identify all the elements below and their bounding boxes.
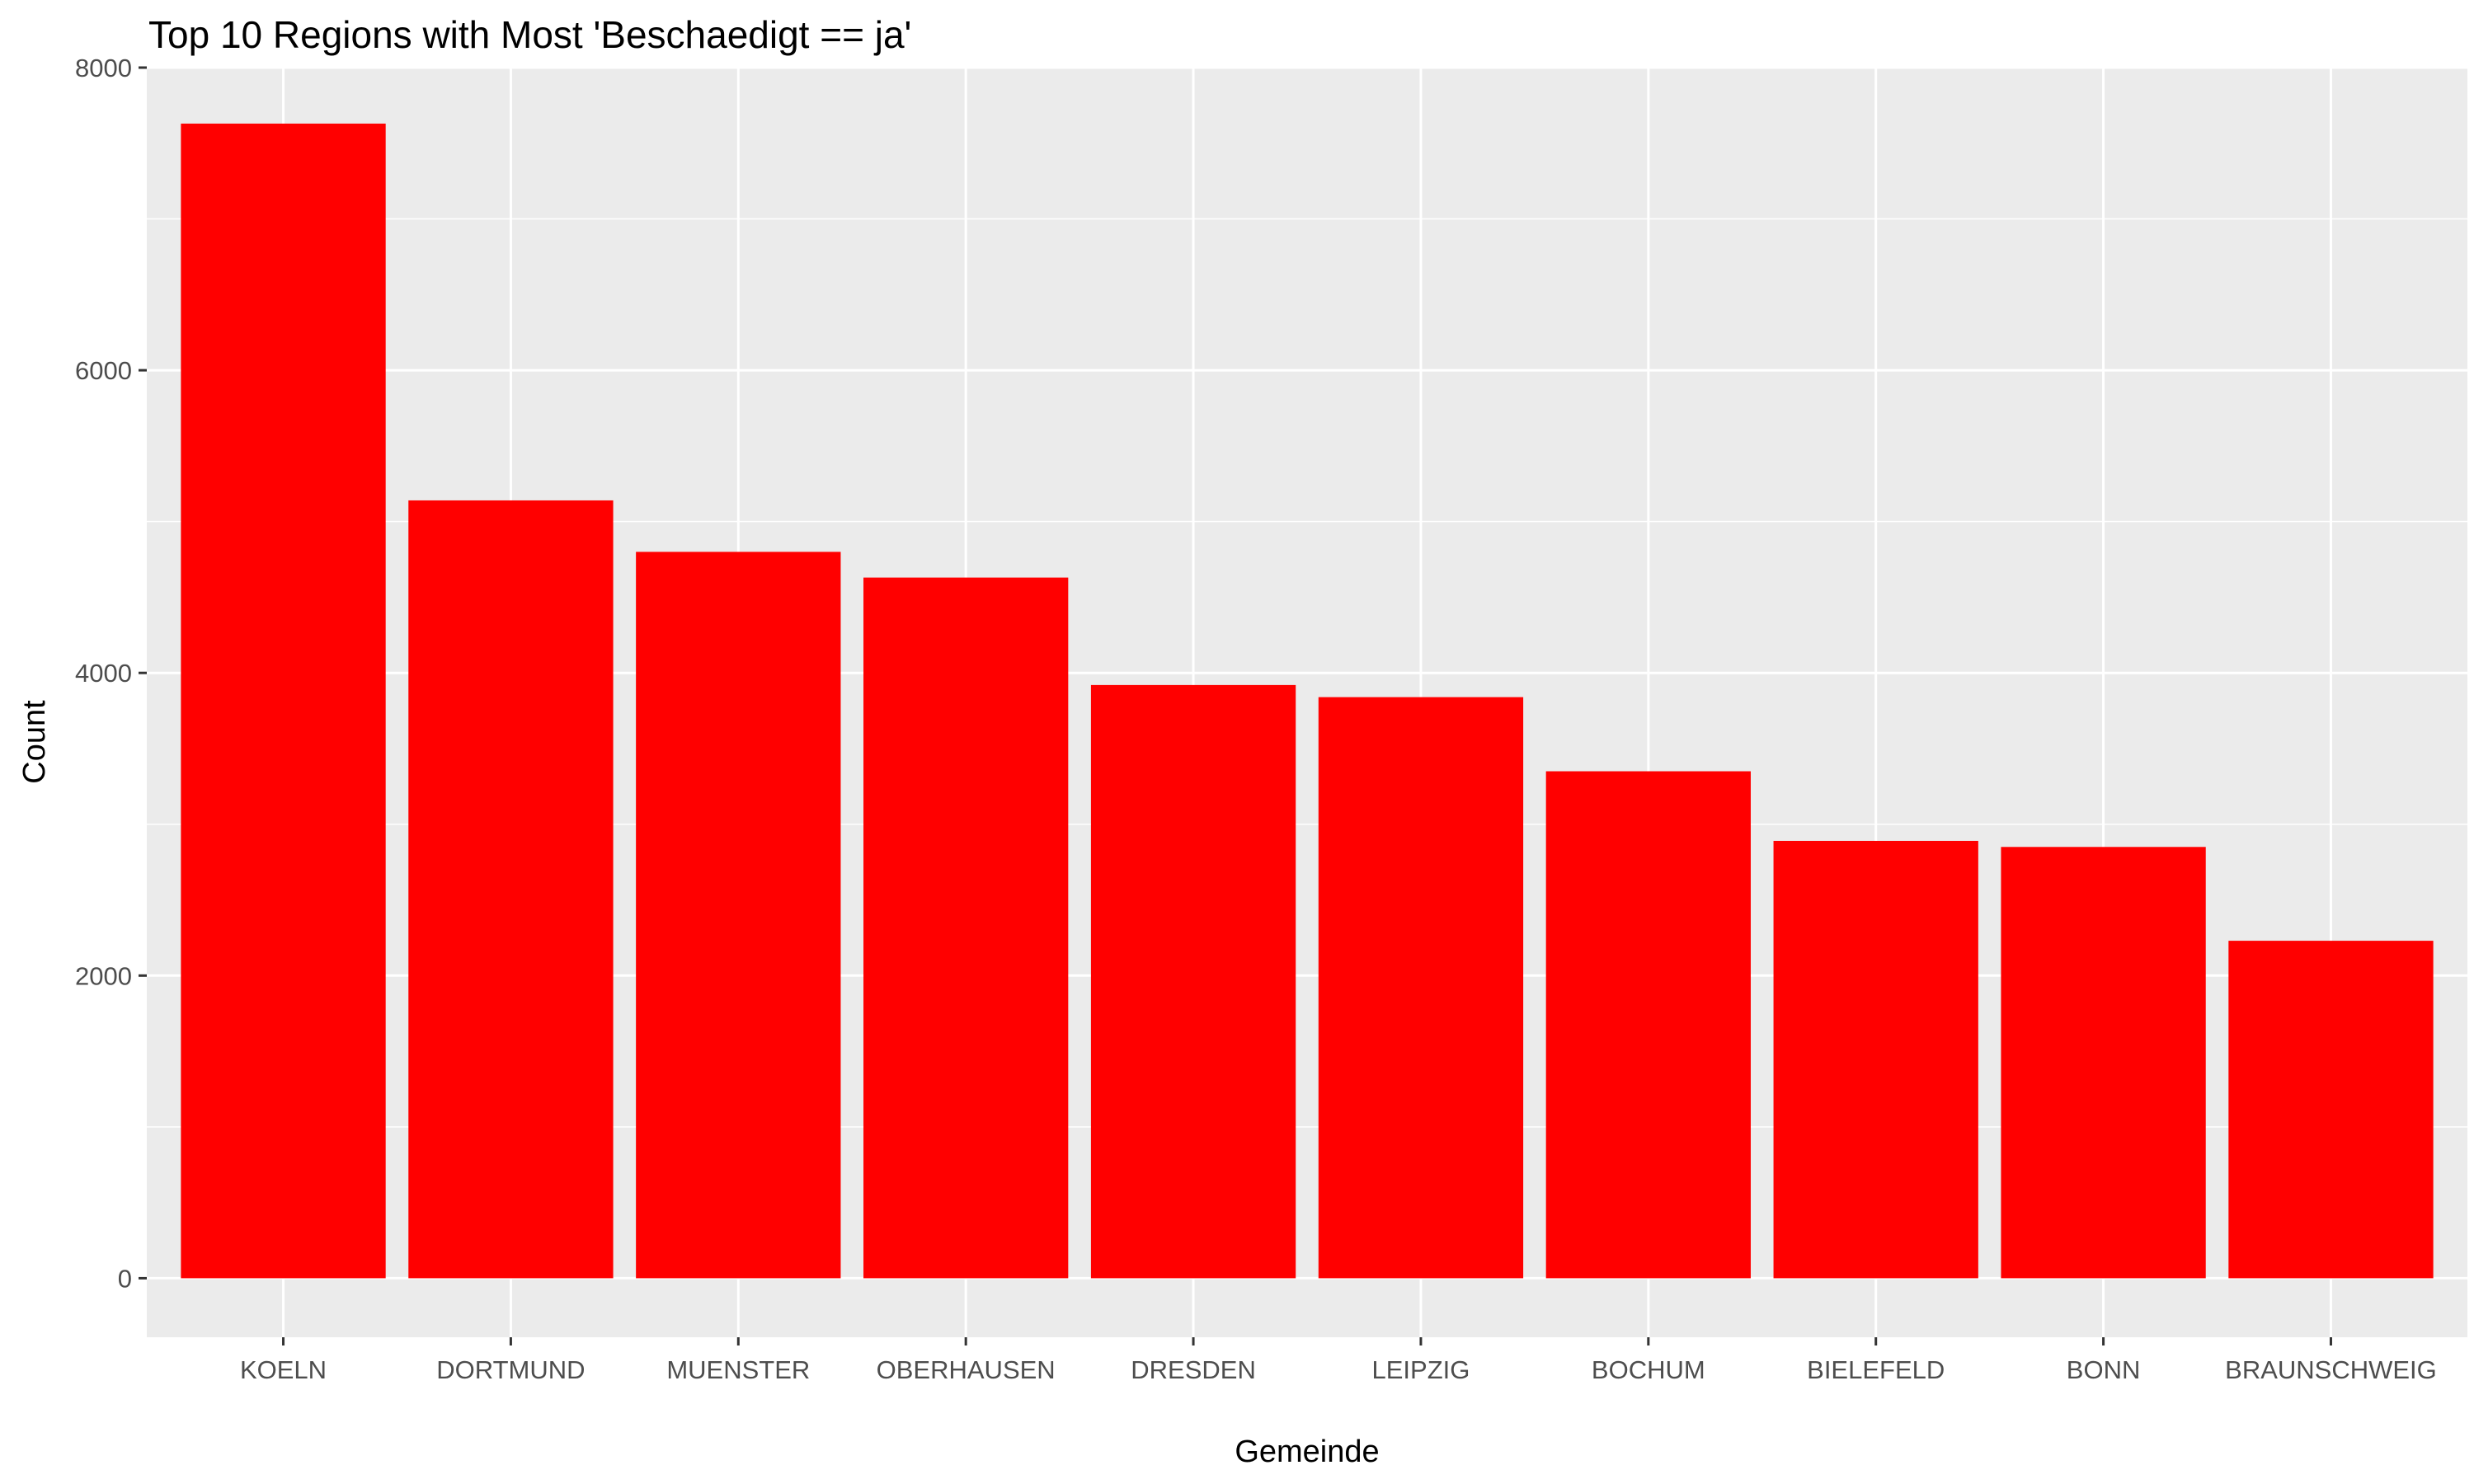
bar-bonn [2001,847,2206,1279]
bar-oberhausen [863,577,1069,1279]
bar-bielefeld [1773,840,1978,1279]
bar-dortmund [408,500,614,1279]
x-tick-label: BIELEFELD [1807,1355,1945,1384]
y-tick-label: 2000 [75,961,132,990]
chart-title: Top 10 Regions with Most 'Beschaedigt ==… [148,13,911,56]
y-tick-label: 6000 [75,356,132,385]
bar-bochum [1545,771,1751,1279]
y-axis-title: Count [17,700,52,784]
y-tick-label: 4000 [75,659,132,688]
x-tick-label: DRESDEN [1131,1355,1256,1384]
x-tick-label: DORTMUND [436,1355,585,1384]
bar-muenster [636,552,841,1279]
x-tick-label: OBERHAUSEN [877,1355,1056,1384]
x-tick-label: BOCHUM [1592,1355,1705,1384]
x-tick-label: BONN [2067,1355,2141,1384]
x-tick-label: MUENSTER [666,1355,810,1384]
y-tick-label: 0 [118,1264,132,1293]
x-axis-title: Gemeinde [1235,1435,1379,1469]
x-tick-label: LEIPZIG [1372,1355,1470,1384]
bar-dresden [1090,684,1296,1279]
bars [181,123,2434,1279]
bar-braunschweig [2228,941,2434,1279]
x-tick-label: KOELN [240,1355,327,1384]
bar-koeln [181,123,386,1279]
y-tick-label: 8000 [75,54,132,82]
axes: 0 2000 4000 6000 8000 KOELN DORTMUND MUENSTER OB… [75,54,2437,1384]
bar-leipzig [1318,697,1524,1279]
x-tick-label: BRAUNSCHWEIG [2225,1355,2437,1384]
